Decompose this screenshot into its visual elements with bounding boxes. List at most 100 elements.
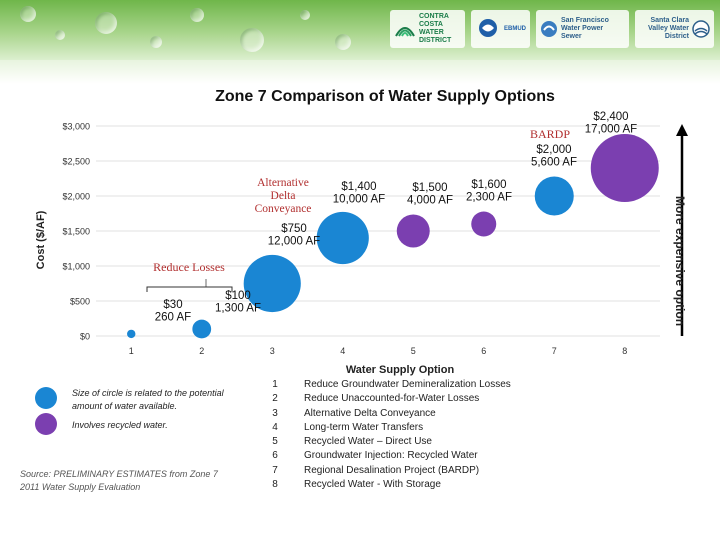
key-number: 8 [272,479,278,491]
data-label-option-6: 2,300 AF [466,192,512,204]
data-label-option-4: 10,000 AF [333,194,385,206]
data-label-option-1: $30 [163,299,182,311]
data-label-option-2: $100 [225,290,251,302]
data-label-option-8: $2,400 [593,111,628,123]
key-label: Reduce Unaccounted-for-Water Losses [304,393,480,405]
x-tick-label: 4 [340,346,345,356]
water-drop [240,28,264,52]
key-label: Alternative Delta Conveyance [304,407,436,419]
bubble-option-5 [396,214,430,248]
key-row: 7 Regional Desalination Project (BARDP) [268,464,511,478]
data-label-option-7: 5,600 AF [531,157,577,169]
key-number: 5 [272,436,278,448]
ccwd-logo-icon [395,27,415,37]
key-label: Reduce Groundwater Demineralization Loss… [304,379,511,390]
key-label: Groundwater Injection: Recycled Water [304,450,478,462]
annotation-line: Alternative [257,177,309,189]
water-drop [300,10,310,20]
annotation-bardp: BARDP [530,127,570,141]
y-tick-label: $0 [80,332,90,342]
key-label: Long-term Water Transfers [304,421,424,433]
data-label-option-3: $750 [281,223,307,235]
key-number: 1 [272,379,278,390]
right-axis-label: More expensive option [673,196,687,326]
reduce-losses-bracket [146,286,233,292]
water-drop [95,12,117,34]
x-tick-label: 7 [552,346,557,356]
key-label: Recycled Water – Direct Use [304,436,432,448]
sfpuc-logo-text: San Francisco Water Power Sewer [561,17,609,40]
key-row: 3 Alternative Delta Conveyance [268,407,511,421]
key-row: 1 Reduce Groundwater Demineralization Los… [268,378,511,392]
ebmud-logo: EBMUD [471,10,530,48]
bubble-option-7 [534,176,574,216]
legend-blue-text: Size of circle is related to the potenti… [72,388,224,411]
bubble-option-2 [192,319,212,339]
annotation-reduce-losses: Reduce Losses [153,260,225,274]
options-key: 1 Reduce Groundwater Demineralization Los… [268,378,511,492]
x-tick-label: 6 [481,346,486,356]
key-number: 2 [272,393,278,405]
ccwd-logo-text: CONTRA COSTA WATER DISTRICT [419,13,452,44]
x-tick-label: 3 [270,346,275,356]
chart-title: Zone 7 Comparison of Water Supply Option… [215,88,555,105]
data-label-option-3: 12,000 AF [268,236,320,248]
banner-fade [0,60,720,84]
water-drop [335,34,351,50]
y-tick-label: $2,500 [62,157,90,167]
y-axis-title: Cost ($/AF) [35,210,47,269]
data-label-option-5: 4,000 AF [407,195,453,207]
key-number: 6 [272,450,278,462]
annotation-line: Delta [271,190,296,202]
source-note: Source: PRELIMINARY ESTIMATES from Zone … [20,469,218,492]
key-row: 2 Reduce Unaccounted-for-Water Losses [268,392,511,406]
x-tick-label: 5 [411,346,416,356]
y-tick-label: $500 [70,297,90,307]
partner-logos: CONTRA COSTA WATER DISTRICT EBMUD San Fr… [390,8,714,50]
key-label: Recycled Water - With Storage [304,479,441,491]
water-drop [190,8,204,22]
legend-blue-circle [35,387,57,409]
scvwd-logo-text: Santa Clara Valley Water District [648,17,689,40]
sfpuc-logo: San Francisco Water Power Sewer [536,10,629,48]
data-label-option-1: 260 AF [155,312,191,324]
bubble-option-3 [243,254,301,313]
water-drop [150,36,162,48]
key-number: 3 [272,407,278,419]
header-banner: CONTRA COSTA WATER DISTRICT EBMUD San Fr… [0,0,720,60]
ccwd-logo: CONTRA COSTA WATER DISTRICT [390,10,465,48]
bubble-option-6 [471,211,497,237]
data-label-option-2: 1,300 AF [215,303,261,315]
bubble-option-1 [127,329,136,339]
y-tick-label: $3,000 [62,122,90,132]
key-number: 4 [272,421,278,433]
data-label-option-5: $1,500 [412,182,447,194]
water-drop [20,6,36,22]
ebmud-logo-text: EBMUD [504,26,526,32]
water-drop [55,30,65,40]
x-tick-label: 8 [622,346,627,356]
key-number: 7 [272,464,278,476]
legend-purple-circle [35,413,57,435]
key-row: 6 Groundwater Injection: Recycled Water [268,449,511,463]
data-label-option-8: 17,000 AF [585,124,637,136]
sfpuc-logo-icon [541,21,557,37]
y-tick-label: $1,000 [62,262,90,272]
key-row: 8 Recycled Water - With Storage [268,478,511,492]
key-row: 4 Long-term Water Transfers [268,421,511,435]
scvwd-logo-icon [692,20,710,38]
annotation-line: Conveyance [255,203,312,215]
data-label-option-4: $1,400 [341,181,376,193]
ebmud-logo-icon [479,19,497,37]
x-tick-label: 1 [129,346,134,356]
data-label-option-6: $1,600 [471,179,506,191]
key-label: Regional Desalination Project (BARDP) [304,464,480,476]
legend-purple-text: Involves recycled water. [72,420,168,430]
bubble-option-8 [590,134,659,202]
annotation-alternative-delta-conveyance: Alternative Delta Conveyance [255,177,312,215]
key-row: 5 Recycled Water – Direct Use [268,435,511,449]
data-label-option-7: $2,000 [536,144,571,156]
x-tick-label: 2 [199,346,204,356]
x-axis-title: Water Supply Option [346,364,455,376]
